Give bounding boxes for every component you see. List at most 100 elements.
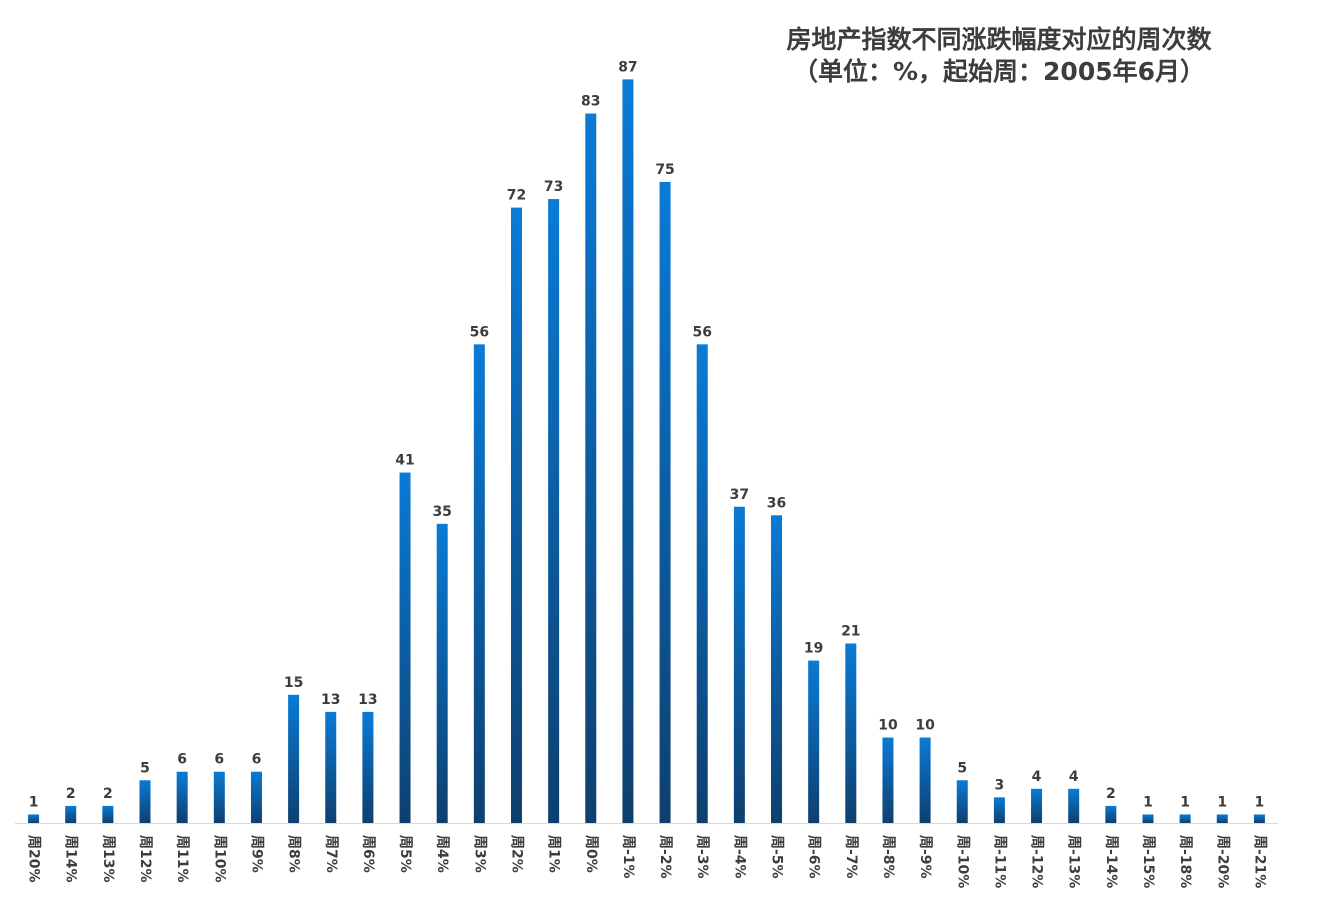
data-label: 1	[1180, 794, 1190, 810]
x-tick-label: 周0%	[583, 835, 599, 873]
bar	[771, 515, 783, 823]
bar	[213, 771, 225, 823]
bar	[362, 711, 374, 823]
x-tick-label: 周10%	[211, 835, 227, 883]
data-label: 6	[214, 752, 224, 768]
x-tick-label: 周12%	[137, 835, 153, 883]
x-tick-label: 周-10%	[954, 835, 970, 888]
bar	[956, 780, 968, 823]
chart-title-block: 房地产指数不同涨跌幅度对应的周次数 （单位：%，起始周：2005年6月）	[739, 24, 1259, 88]
data-label: 87	[618, 59, 637, 75]
x-tick-label: 周14%	[63, 835, 79, 883]
x-tick-label: 周-15%	[1140, 835, 1156, 888]
data-label: 75	[655, 162, 674, 178]
x-tick-label: 周-18%	[1177, 835, 1193, 888]
bar	[1031, 788, 1043, 823]
x-tick-label: 周5%	[397, 835, 413, 873]
bar	[733, 506, 745, 823]
bar	[1179, 814, 1191, 823]
chart-subtitle: （单位：%，起始周：2005年6月）	[792, 57, 1206, 86]
data-label: 2	[66, 786, 76, 802]
data-label: 35	[432, 504, 451, 520]
x-tick-label: 周-2%	[657, 835, 673, 879]
bar	[585, 113, 597, 823]
bar	[473, 344, 485, 823]
x-tick-label: 周13%	[100, 835, 116, 883]
data-label: 83	[581, 94, 600, 110]
x-tick-label: 周1%	[546, 835, 562, 873]
x-tick-label: 周-4%	[731, 835, 747, 879]
data-label: 21	[841, 624, 860, 640]
data-label: 56	[470, 324, 489, 340]
bar	[1068, 788, 1080, 823]
data-label: 10	[878, 718, 898, 734]
bar	[548, 199, 560, 824]
data-label: 3	[995, 777, 1005, 793]
data-label: 1	[1143, 794, 1153, 810]
bar	[882, 737, 894, 823]
x-tick-label: 周4%	[434, 835, 450, 873]
data-label: 72	[507, 188, 526, 204]
x-tick-label: 周3%	[471, 835, 487, 873]
data-label: 1	[29, 794, 39, 810]
bar	[808, 660, 820, 823]
x-tick-label: 周2%	[508, 835, 524, 873]
bar	[993, 797, 1005, 823]
x-tick-label: 周-21%	[1251, 835, 1267, 888]
data-label: 56	[692, 324, 711, 340]
bar	[659, 181, 671, 823]
x-tick-label: 周11%	[174, 835, 190, 883]
bar	[1105, 805, 1117, 823]
bar	[176, 771, 188, 823]
data-label: 36	[767, 495, 786, 511]
data-label: 73	[544, 179, 563, 195]
bar	[1142, 814, 1154, 823]
data-label: 6	[177, 752, 187, 768]
x-tick-label: 周-5%	[769, 835, 785, 879]
x-tick-labels-group: 周20% 周14% 周13% 周12% 周11% 周10% 周9% 周8% 周7% 周6% 周5% 周…	[26, 835, 1268, 888]
bar	[102, 805, 114, 823]
data-label: 5	[957, 760, 967, 776]
x-tick-label: 周9%	[248, 835, 264, 873]
x-tick-label: 周6%	[360, 835, 376, 873]
x-tick-label: 周-1%	[620, 835, 636, 879]
bar	[845, 643, 857, 823]
bar	[28, 814, 40, 823]
data-label: 4	[1032, 769, 1042, 785]
data-label: 6	[252, 752, 262, 768]
data-label: 10	[915, 718, 935, 734]
bar	[65, 805, 77, 823]
x-tick-label: 周-7%	[843, 835, 859, 879]
bars-group	[28, 79, 1265, 824]
chart-title: 房地产指数不同涨跌幅度对应的周次数	[786, 25, 1212, 54]
data-label: 1	[1217, 794, 1227, 810]
data-label: 2	[1106, 786, 1116, 802]
data-label: 1	[1255, 794, 1265, 810]
x-tick-label: 周-12%	[1029, 835, 1045, 888]
data-label: 41	[395, 453, 414, 469]
bar	[250, 771, 262, 823]
x-tick-label: 周-14%	[1103, 835, 1119, 888]
bar	[1253, 814, 1265, 823]
data-label: 15	[284, 675, 303, 691]
data-label: 13	[321, 692, 340, 708]
bar	[139, 780, 151, 823]
data-label: 19	[804, 641, 823, 657]
bar	[1216, 814, 1228, 823]
bar	[919, 737, 931, 823]
data-label: 37	[730, 487, 749, 503]
x-tick-label: 周7%	[323, 835, 339, 873]
x-tick-label: 周-20%	[1214, 835, 1230, 888]
x-tick-label: 周8%	[286, 835, 302, 873]
x-tick-label: 周-8%	[880, 835, 896, 879]
bar	[436, 523, 448, 823]
x-tick-label: 周-11%	[991, 835, 1007, 888]
x-tick-label: 周-13%	[1066, 835, 1082, 888]
data-label: 5	[140, 760, 150, 776]
data-label: 2	[103, 786, 113, 802]
x-tick-label: 周-6%	[806, 835, 822, 879]
data-label: 4	[1069, 769, 1079, 785]
data-label: 13	[358, 692, 377, 708]
